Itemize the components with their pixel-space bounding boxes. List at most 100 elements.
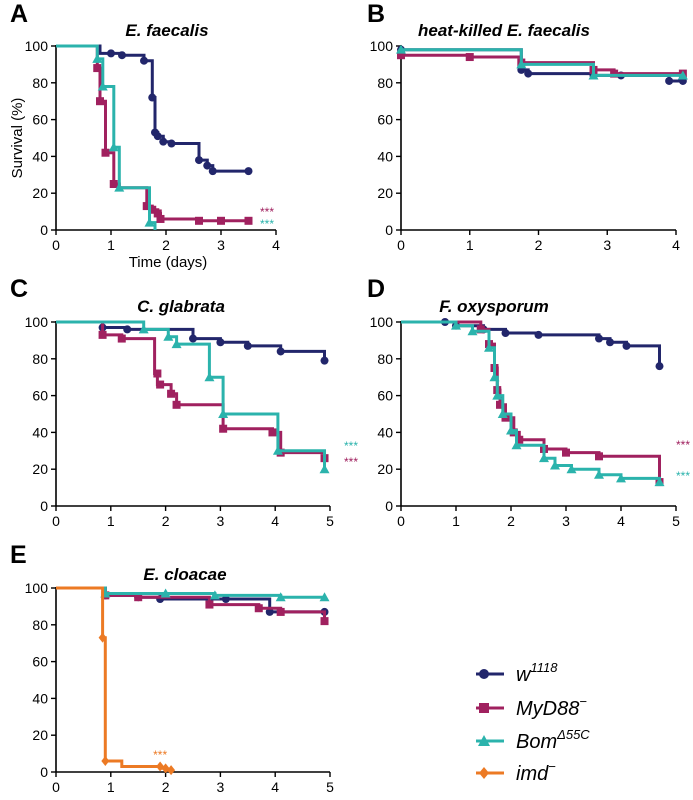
data-point [167, 765, 176, 776]
data-point [109, 180, 118, 188]
x-tick-label: 4 [672, 237, 680, 253]
y-tick-label: 20 [32, 727, 48, 743]
data-point [159, 137, 168, 146]
data-point [114, 182, 125, 192]
y-tick-label: 100 [370, 314, 394, 330]
x-tick-label: 0 [52, 237, 60, 253]
x-tick-label: 2 [535, 237, 543, 253]
x-tick-label: 2 [162, 513, 170, 529]
series-bom [56, 586, 330, 602]
legend-label-base: w [516, 664, 532, 686]
data-point [276, 607, 285, 616]
data-point [153, 132, 162, 141]
data-point [515, 435, 524, 444]
series-line [56, 44, 249, 173]
data-point [319, 464, 330, 474]
data-point [655, 362, 664, 371]
legend-label-base: imd [516, 763, 549, 785]
legend-item-imd: imd− [476, 759, 556, 785]
series-bom [396, 44, 688, 80]
data-point [189, 334, 197, 343]
data-point [204, 372, 215, 382]
legend-item-w1118: w1118 [476, 660, 558, 686]
x-tick-label: 5 [326, 513, 334, 529]
data-point [484, 342, 494, 352]
series-imd [56, 586, 176, 776]
data-point [595, 452, 603, 461]
y-tick-label: 0 [40, 498, 48, 514]
y-tick-label: 20 [32, 185, 48, 201]
x-axis-label: Time (days) [129, 254, 208, 271]
data-point [476, 325, 485, 334]
data-point [606, 338, 614, 347]
data-point [478, 735, 490, 746]
significance-label: *** [260, 217, 274, 231]
y-tick-label: 60 [377, 112, 393, 128]
legend-label: w1118 [516, 660, 558, 686]
y-axis-label: Survival (%) [9, 98, 26, 179]
significance-label: *** [344, 439, 358, 453]
data-point [654, 477, 665, 487]
y-tick-label: 40 [32, 148, 48, 164]
data-point [497, 409, 508, 418]
y-tick-label: 80 [32, 75, 48, 91]
data-point [148, 205, 157, 214]
data-point [218, 409, 229, 418]
data-point [134, 593, 143, 602]
data-point [208, 167, 217, 176]
chart-title: C. glabrata [137, 297, 225, 316]
x-tick-label: 3 [217, 237, 225, 253]
panel-a: A E. faecalis 0 20 40 60 80 100 0 1 2 3 4 Time (days)… [9, 0, 280, 271]
x-tick-label: 2 [507, 513, 515, 529]
y-tick-label: 100 [25, 580, 49, 596]
data-point [479, 767, 489, 779]
x-tick-label: 1 [107, 779, 115, 795]
data-point [511, 440, 522, 450]
data-point [320, 356, 329, 365]
data-point [221, 595, 230, 604]
series-w1118 [401, 318, 664, 371]
y-tick-label: 100 [25, 314, 49, 330]
x-tick-label: 4 [271, 779, 279, 795]
series-line [401, 320, 661, 483]
legend-item-bom: BomΔ55C [476, 727, 590, 753]
data-point [98, 330, 107, 339]
panel-d: D F. oxysporum 0 20 40 60 80 100 0 1 2 3 4 5 *** *** [367, 275, 690, 529]
data-point [479, 669, 489, 679]
y-tick-label: 80 [32, 617, 48, 633]
series-bom [56, 44, 157, 230]
significance-label: *** [676, 469, 690, 483]
data-point [219, 424, 228, 433]
data-point [677, 70, 688, 80]
y-tick-label: 0 [385, 498, 393, 514]
legend-label-base: Bom [516, 731, 557, 753]
data-point [562, 448, 570, 457]
data-point [265, 607, 274, 616]
data-point [217, 216, 225, 225]
data-point [479, 703, 489, 713]
data-point [156, 761, 165, 772]
data-point [163, 331, 174, 341]
y-tick-label: 0 [40, 222, 48, 238]
data-point [96, 97, 104, 106]
data-point [160, 588, 171, 598]
y-tick-label: 20 [377, 185, 393, 201]
data-point [588, 70, 599, 80]
data-point [496, 400, 504, 409]
panel-letter: D [367, 275, 385, 303]
data-point [153, 369, 162, 378]
data-point [595, 334, 603, 343]
data-point [93, 64, 102, 73]
panel-letter: B [367, 0, 385, 28]
significance-label: *** [344, 455, 358, 469]
data-point [118, 51, 126, 60]
data-point [153, 209, 162, 218]
data-point [216, 338, 225, 347]
data-point [465, 53, 474, 62]
data-point [171, 339, 182, 349]
x-tick-label: 2 [162, 237, 170, 253]
data-point [148, 93, 157, 102]
panel-letter: E [10, 541, 27, 569]
